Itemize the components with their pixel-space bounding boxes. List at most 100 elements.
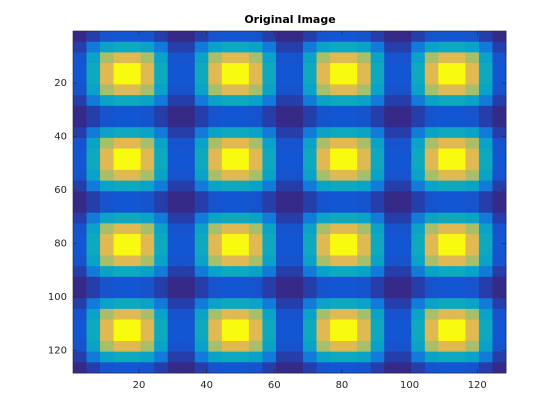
heatmap-cell bbox=[424, 73, 439, 85]
heatmap-cell bbox=[221, 63, 236, 75]
heatmap-cell bbox=[181, 31, 196, 43]
heatmap-cell bbox=[438, 191, 453, 203]
heatmap-cell bbox=[316, 319, 331, 331]
heatmap-cell bbox=[370, 41, 385, 53]
heatmap-cell bbox=[397, 287, 412, 299]
heatmap-cell bbox=[330, 351, 345, 363]
heatmap-cell bbox=[397, 319, 412, 331]
heatmap-cell bbox=[167, 319, 182, 331]
heatmap-cell bbox=[262, 266, 277, 278]
heatmap-cell bbox=[451, 255, 466, 267]
heatmap-cell bbox=[289, 191, 304, 203]
heatmap-cell bbox=[140, 95, 155, 107]
heatmap-cell bbox=[397, 298, 412, 310]
heatmap-cell bbox=[248, 95, 263, 107]
heatmap-cell bbox=[73, 234, 87, 246]
heatmap-cell bbox=[127, 298, 142, 310]
heatmap-cell bbox=[194, 127, 209, 139]
heatmap-cell bbox=[438, 148, 453, 160]
heatmap-cell bbox=[303, 276, 317, 288]
heatmap-cell bbox=[127, 266, 142, 278]
heatmap-cell bbox=[492, 276, 507, 288]
heatmap-cell bbox=[397, 202, 412, 214]
heatmap-cell bbox=[330, 362, 345, 374]
heatmap-cell bbox=[492, 63, 507, 75]
heatmap-cell bbox=[438, 137, 453, 149]
heatmap-cell bbox=[316, 298, 331, 310]
heatmap-cell bbox=[100, 223, 114, 235]
heatmap-cell bbox=[370, 105, 385, 117]
heatmap-cell bbox=[73, 148, 87, 160]
heatmap-cell bbox=[303, 202, 317, 214]
heatmap-cell bbox=[289, 266, 304, 278]
heatmap-cell bbox=[478, 63, 493, 75]
heatmap-cell bbox=[330, 255, 345, 267]
heatmap-cell bbox=[140, 52, 155, 64]
heatmap-cell bbox=[370, 84, 385, 96]
heatmap-cell bbox=[275, 340, 290, 353]
heatmap-cell bbox=[181, 298, 196, 310]
heatmap-cell bbox=[424, 180, 439, 192]
heatmap-cell bbox=[303, 319, 317, 331]
heatmap-cell bbox=[127, 159, 142, 171]
heatmap-cell bbox=[113, 52, 128, 64]
heatmap-cell bbox=[316, 340, 331, 353]
heatmap-cell bbox=[343, 127, 358, 139]
heatmap-cell bbox=[303, 362, 317, 374]
heatmap-cell bbox=[384, 319, 399, 331]
heatmap-cell bbox=[73, 95, 87, 107]
heatmap-cell bbox=[343, 41, 358, 53]
y-tick-label: 120 bbox=[48, 345, 67, 356]
heatmap-cell bbox=[194, 73, 209, 85]
heatmap-cell bbox=[208, 63, 223, 75]
heatmap-cell bbox=[235, 137, 250, 149]
heatmap-cell bbox=[411, 31, 426, 43]
heatmap-cell bbox=[438, 234, 453, 246]
heatmap-cell bbox=[316, 148, 331, 160]
heatmap-cell bbox=[275, 234, 290, 246]
heatmap-cell bbox=[303, 105, 317, 117]
heatmap-cell bbox=[384, 351, 399, 363]
heatmap-cell bbox=[303, 116, 317, 128]
heatmap-cell bbox=[397, 191, 412, 203]
heatmap-cell bbox=[154, 223, 169, 235]
heatmap-cell bbox=[221, 148, 236, 160]
heatmap-cell bbox=[113, 159, 128, 171]
heatmap-cell bbox=[140, 340, 155, 353]
heatmap-cell bbox=[330, 148, 345, 160]
heatmap-cell bbox=[208, 276, 223, 288]
heatmap-cell bbox=[113, 116, 128, 128]
heatmap-cell bbox=[140, 180, 155, 192]
heatmap-cell bbox=[140, 169, 155, 182]
heatmap-cell bbox=[127, 191, 142, 203]
heatmap-cell bbox=[451, 287, 466, 299]
heatmap-cell bbox=[221, 52, 236, 64]
x-tick-label: 40 bbox=[200, 380, 213, 391]
heatmap-cell bbox=[357, 63, 372, 75]
heatmap-cell bbox=[465, 52, 480, 64]
heatmap-cell bbox=[113, 298, 128, 310]
heatmap-cell bbox=[411, 73, 426, 85]
heatmap-cell bbox=[127, 148, 142, 160]
heatmap-cell bbox=[167, 351, 182, 363]
heatmap-cell bbox=[127, 255, 142, 267]
heatmap-cell bbox=[316, 84, 331, 96]
heatmap-cell bbox=[167, 223, 182, 235]
heatmap-cell bbox=[248, 276, 263, 288]
heatmap-cell bbox=[330, 73, 345, 85]
heatmap-cell bbox=[478, 276, 493, 288]
heatmap-cell bbox=[465, 287, 480, 299]
heatmap-cell bbox=[343, 340, 358, 353]
heatmap-cell bbox=[478, 180, 493, 192]
heatmap-cell bbox=[248, 180, 263, 192]
heatmap-cell bbox=[451, 191, 466, 203]
heatmap-cell bbox=[451, 41, 466, 53]
heatmap-cell bbox=[397, 159, 412, 171]
heatmap-cell bbox=[181, 127, 196, 139]
heatmap-cell bbox=[465, 116, 480, 128]
heatmap-cell bbox=[303, 41, 317, 53]
heatmap-cell bbox=[208, 105, 223, 117]
heatmap-cell bbox=[384, 340, 399, 353]
heatmap-cell bbox=[357, 351, 372, 363]
heatmap-cell bbox=[451, 308, 466, 320]
